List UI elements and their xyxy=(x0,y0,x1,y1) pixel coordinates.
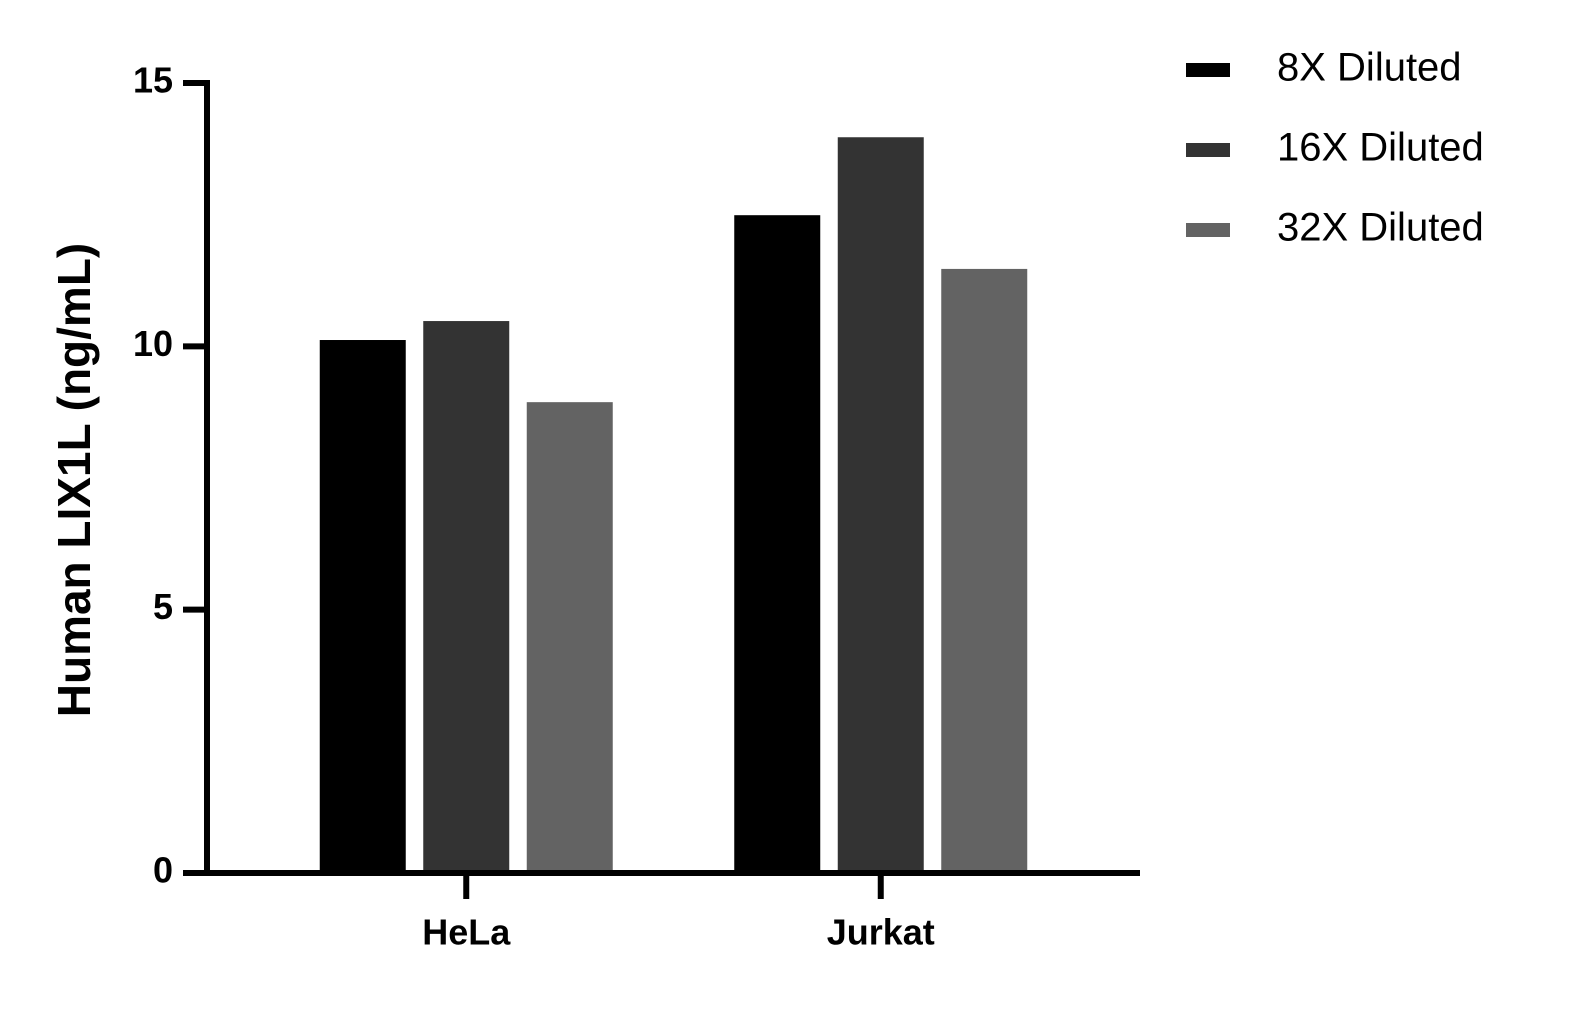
y-tick-label: 5 xyxy=(153,586,173,627)
x-tick-label: Jurkat xyxy=(827,912,935,953)
bar xyxy=(423,321,510,873)
y-tick-label: 15 xyxy=(133,60,173,101)
legend-swatch xyxy=(1186,143,1230,157)
x-tick-label: HeLa xyxy=(422,912,511,953)
bar xyxy=(734,215,821,873)
bar xyxy=(526,402,613,873)
bar xyxy=(319,340,406,874)
legend-swatch xyxy=(1186,223,1230,237)
bar xyxy=(837,137,924,873)
y-tick-label: 10 xyxy=(133,323,173,364)
y-tick-label: 0 xyxy=(153,850,173,891)
legend-swatch xyxy=(1186,63,1230,77)
legend-label: 32X Diluted xyxy=(1277,206,1484,250)
legend-label: 16X Diluted xyxy=(1277,126,1484,170)
y-axis-label: Human LIX1L (ng/mL) xyxy=(48,243,100,718)
legend-label: 8X Diluted xyxy=(1277,46,1462,90)
bar xyxy=(941,268,1028,873)
